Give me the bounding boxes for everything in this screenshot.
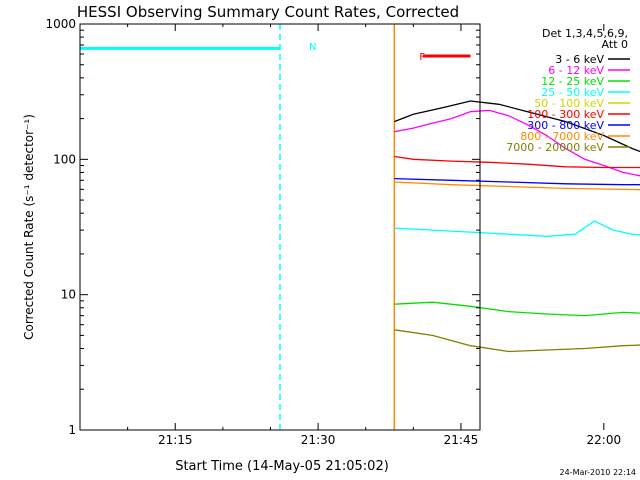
axes: 21:1521:3021:4522:0022:1522:3022:4511010… (45, 17, 622, 447)
footer-timestamp: 24-Mar-2010 22:14 (560, 468, 637, 477)
legend-label: 6 - 12 keV (548, 64, 604, 77)
y-tick-label: 10 (61, 288, 76, 302)
x-tick-label: 21:15 (158, 433, 193, 447)
legend-label: 300 - 800 keV (527, 119, 604, 132)
plot-frame (79, 23, 481, 431)
legend-header: Det 1,3,4,5,6,9, (542, 27, 628, 40)
annotation-label: F (419, 52, 425, 63)
legend-label: 50 - 100 keV (534, 97, 604, 110)
series-line-2 (394, 301, 640, 317)
series-line-6 (394, 177, 640, 186)
y-axis-label: Corrected Count Rate (s⁻¹ detector⁻¹) (22, 114, 36, 340)
x-tick-label: 21:45 (444, 433, 479, 447)
series-line-5 (394, 155, 640, 169)
series-line-8 (394, 329, 640, 353)
legend-label: 3 - 6 keV (555, 53, 604, 66)
annotation-label: N (309, 42, 316, 53)
series-line-7 (394, 181, 640, 191)
x-axis-label: Start Time (14-May-05 21:05:02) (175, 459, 389, 474)
x-tick-label: 22:00 (587, 433, 622, 447)
plot-area: NFS (80, 24, 640, 430)
x-tick-label: 21:30 (301, 433, 336, 447)
series-line-1 (394, 109, 640, 177)
y-tick-label: 1 (68, 423, 76, 437)
series-line-0 (394, 100, 640, 153)
series-line-3 (394, 220, 640, 237)
legend-label: 800 - 7000 keV (520, 130, 604, 143)
y-tick-label: 1000 (45, 17, 76, 31)
legend-label: 7000 - 20000 keV (506, 141, 604, 154)
legend-label: 12 - 25 keV (541, 75, 604, 88)
legend-label: 25 - 50 keV (541, 86, 604, 99)
chart-title: HESSI Observing Summary Count Rates, Cor… (77, 3, 459, 21)
y-tick-label: 100 (53, 152, 76, 166)
legend-header: Att 0 (602, 38, 628, 51)
legend-label: 100 - 300 keV (527, 108, 604, 121)
